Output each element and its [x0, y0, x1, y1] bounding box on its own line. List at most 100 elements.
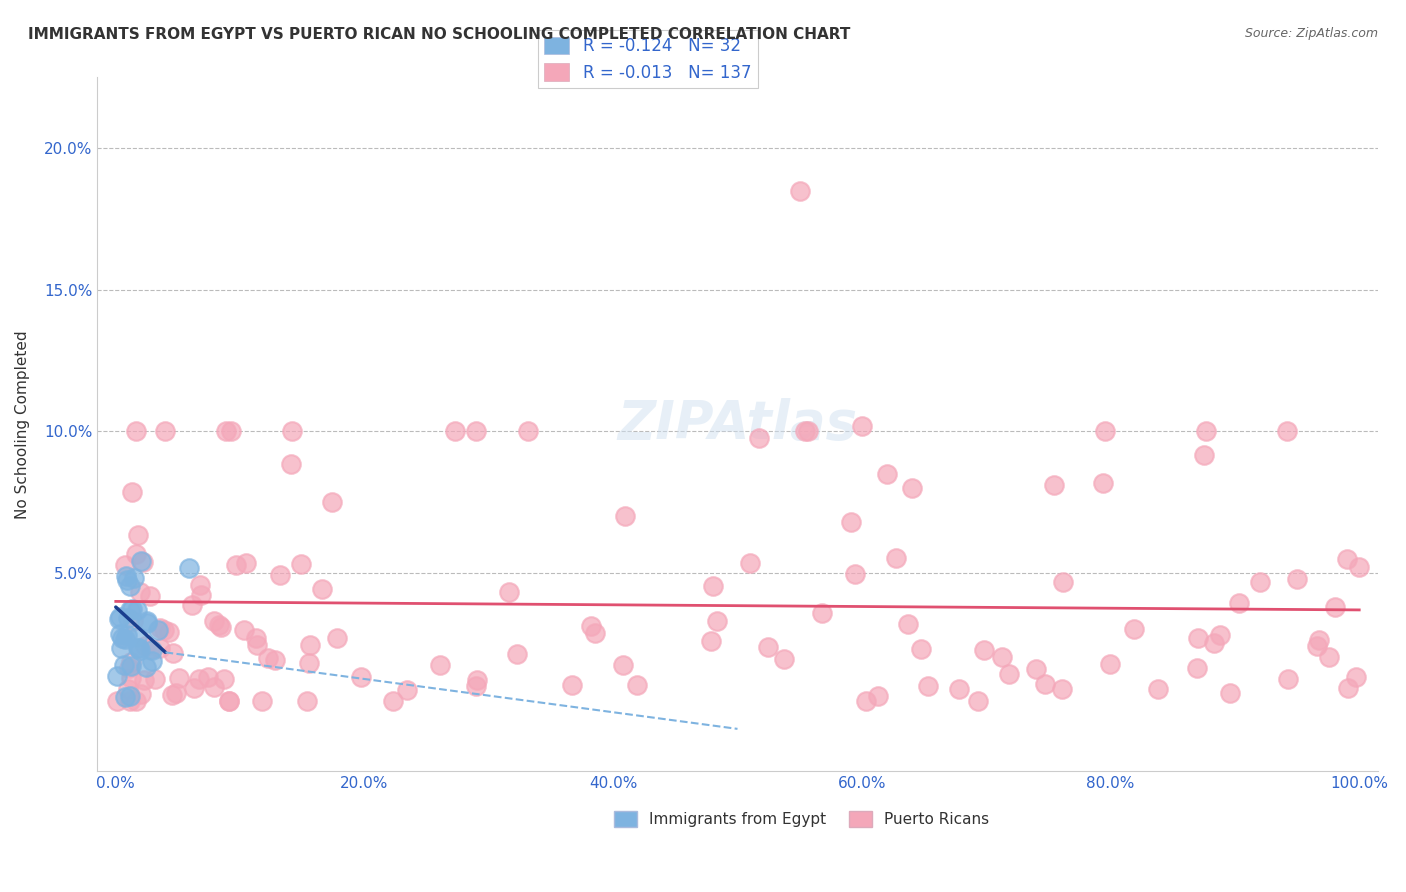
Point	[127, 602, 149, 616]
Point	[183, 681, 205, 695]
Point	[910, 642, 932, 657]
Point	[789, 184, 811, 198]
Point	[429, 657, 451, 672]
Point	[188, 672, 211, 686]
Point	[122, 614, 145, 628]
Point	[218, 693, 240, 707]
Point	[105, 693, 128, 707]
Point	[117, 610, 139, 624]
Point	[157, 625, 180, 640]
Point	[884, 550, 907, 565]
Point	[311, 582, 333, 596]
Point	[517, 425, 540, 439]
Point	[1033, 677, 1056, 691]
Point	[299, 638, 322, 652]
Point	[700, 634, 723, 648]
Point	[876, 467, 898, 481]
Point	[381, 693, 404, 707]
Point	[232, 623, 254, 637]
Point	[1094, 425, 1116, 439]
Point	[1025, 662, 1047, 676]
Point	[120, 693, 142, 707]
Point	[225, 558, 247, 572]
Point	[118, 579, 141, 593]
Point	[1209, 628, 1232, 642]
Point	[851, 418, 873, 433]
Point	[121, 485, 143, 500]
Point	[115, 568, 138, 582]
Point	[136, 614, 159, 628]
Point	[900, 481, 922, 495]
Point	[1317, 650, 1340, 665]
Point	[991, 650, 1014, 665]
Point	[773, 652, 796, 666]
Point	[125, 425, 148, 439]
Point	[110, 641, 132, 656]
Point	[245, 631, 267, 645]
Point	[128, 641, 150, 656]
Point	[114, 690, 136, 704]
Point	[839, 515, 862, 529]
Point	[112, 658, 135, 673]
Point	[855, 693, 877, 707]
Point	[811, 607, 834, 621]
Point	[143, 673, 166, 687]
Point	[321, 494, 343, 508]
Point	[1227, 596, 1250, 610]
Point	[162, 646, 184, 660]
Point	[1099, 657, 1122, 671]
Point	[290, 558, 312, 572]
Point	[121, 655, 143, 669]
Point	[797, 425, 820, 439]
Point	[118, 661, 141, 675]
Point	[219, 425, 242, 439]
Point	[128, 585, 150, 599]
Point	[583, 626, 606, 640]
Point	[561, 678, 583, 692]
Point	[1306, 640, 1329, 654]
Point	[298, 657, 321, 671]
Point	[108, 627, 131, 641]
Point	[162, 688, 184, 702]
Point	[467, 673, 489, 687]
Point	[115, 628, 138, 642]
Point	[1187, 631, 1209, 645]
Point	[190, 588, 212, 602]
Point	[202, 681, 225, 695]
Point	[1277, 425, 1299, 439]
Point	[702, 578, 724, 592]
Point	[117, 682, 139, 697]
Point	[212, 673, 235, 687]
Point	[122, 571, 145, 585]
Point	[498, 585, 520, 599]
Point	[127, 630, 149, 644]
Text: IMMIGRANTS FROM EGYPT VS PUERTO RICAN NO SCHOOLING COMPLETED CORRELATION CHART: IMMIGRANTS FROM EGYPT VS PUERTO RICAN NO…	[28, 27, 851, 42]
Point	[264, 652, 287, 666]
Legend: Immigrants from Egypt, Puerto Ricans: Immigrants from Egypt, Puerto Ricans	[607, 805, 995, 833]
Point	[326, 631, 349, 645]
Point	[139, 642, 162, 657]
Point	[395, 683, 418, 698]
Point	[111, 631, 134, 645]
Point	[215, 425, 238, 439]
Point	[153, 624, 176, 638]
Point	[917, 679, 939, 693]
Point	[124, 693, 146, 707]
Point	[115, 573, 138, 587]
Point	[108, 612, 131, 626]
Point	[110, 610, 132, 624]
Point	[706, 614, 728, 628]
Point	[129, 687, 152, 701]
Point	[1187, 661, 1209, 675]
Point	[138, 589, 160, 603]
Point	[1195, 425, 1218, 439]
Point	[141, 654, 163, 668]
Point	[114, 632, 136, 647]
Point	[280, 457, 302, 471]
Point	[121, 601, 143, 615]
Point	[281, 425, 304, 439]
Point	[127, 527, 149, 541]
Point	[1337, 681, 1360, 695]
Point	[180, 598, 202, 612]
Point	[134, 639, 156, 653]
